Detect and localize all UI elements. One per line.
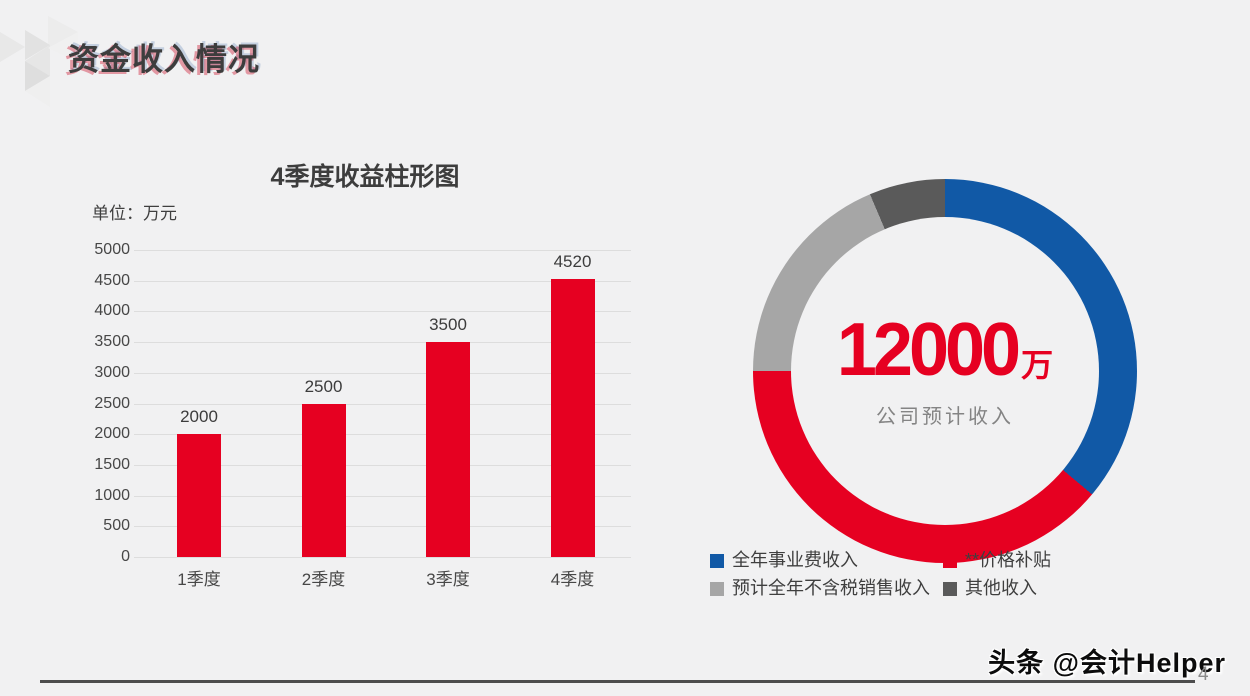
bar-value-label: 3500 <box>429 315 467 335</box>
gridline <box>134 557 631 558</box>
donut-center-caption: 公司预计收入 <box>876 405 1014 428</box>
gridline <box>134 434 631 436</box>
gridline <box>134 280 631 282</box>
donut-center-number-row: 12000 万 <box>836 307 1054 392</box>
legend-label: 全年事业费收入 <box>732 550 858 570</box>
bar-plot: 0 500 1000 1500 2000 2500 3000 3500 4000 4500 5000… <box>92 240 638 590</box>
y-axis-tick-label: 4500 <box>94 271 130 289</box>
legend-label: 其他收入 <box>965 578 1037 598</box>
footer-divider-line <box>40 680 1195 683</box>
legend-item: **价格补贴 <box>943 551 1140 570</box>
y-axis-tick-label: 5000 <box>94 241 130 258</box>
bar-chart-unit-label: 单位：万元 <box>92 204 177 223</box>
y-axis-tick-label: 500 <box>103 517 130 535</box>
bar-value-label: 4520 <box>553 252 592 272</box>
y-axis-tick-label: 4000 <box>94 302 130 320</box>
watermark-text: 头条 @会计Helper <box>988 648 1226 678</box>
x-axis-tick-label: 4季度 <box>550 570 595 589</box>
donut-center-value: 12000 <box>836 307 1021 392</box>
gridline <box>134 495 631 497</box>
bar-2季度 <box>301 403 346 557</box>
donut-legend: 全年事业费收入 **价格补贴预计全年不含税销售收入 其他收入 <box>710 551 1140 598</box>
bar-chart-title: 4季度收益柱形图 <box>270 163 460 191</box>
y-axis-tick-label: 2000 <box>94 425 130 443</box>
y-axis-tick-label: 3500 <box>94 333 130 351</box>
legend-marker <box>943 581 957 596</box>
y-axis-tick-label: 0 <box>121 548 130 565</box>
gridline <box>134 372 631 374</box>
bar-3季度 <box>426 342 470 557</box>
x-axis-tick-label: 3季度 <box>426 570 470 589</box>
legend-label: 预计全年不含税销售收入 <box>732 578 930 598</box>
gridline <box>134 311 631 313</box>
page-number: 4 <box>1198 664 1209 685</box>
gridline <box>134 403 631 405</box>
legend-label: **价格补贴 <box>965 550 1052 570</box>
y-axis-tick-label: 2500 <box>94 394 130 412</box>
gridline <box>134 250 631 251</box>
legend-item: 其他收入 <box>943 579 1140 598</box>
corner-triangles-decoration <box>0 16 78 107</box>
legend-item: 全年事业费收入 <box>710 551 943 570</box>
y-axis-tick-label: 3000 <box>94 363 130 381</box>
donut-center-unit: 万 <box>1021 346 1054 383</box>
y-axis-tick-label: 1500 <box>94 455 130 473</box>
gridline <box>134 526 631 528</box>
legend-marker <box>710 553 724 568</box>
y-axis-tick-label: 1000 <box>94 486 130 504</box>
bar-value-label: 2500 <box>304 376 343 396</box>
page-title: 资金收入情况 <box>68 42 260 77</box>
legend-marker <box>710 581 724 596</box>
legend-item: 预计全年不含税销售收入 <box>710 579 943 598</box>
bar-1季度 <box>177 434 221 557</box>
x-axis-tick-label: 2季度 <box>301 570 346 589</box>
gridline <box>134 342 631 344</box>
donut-center: 12000 万 公司预计收入 <box>791 217 1099 525</box>
legend-marker <box>943 553 957 568</box>
bar-4季度 <box>550 279 595 557</box>
gridline <box>134 464 631 466</box>
bar-value-label: 2000 <box>180 407 218 427</box>
x-axis-tick-label: 1季度 <box>177 570 221 589</box>
